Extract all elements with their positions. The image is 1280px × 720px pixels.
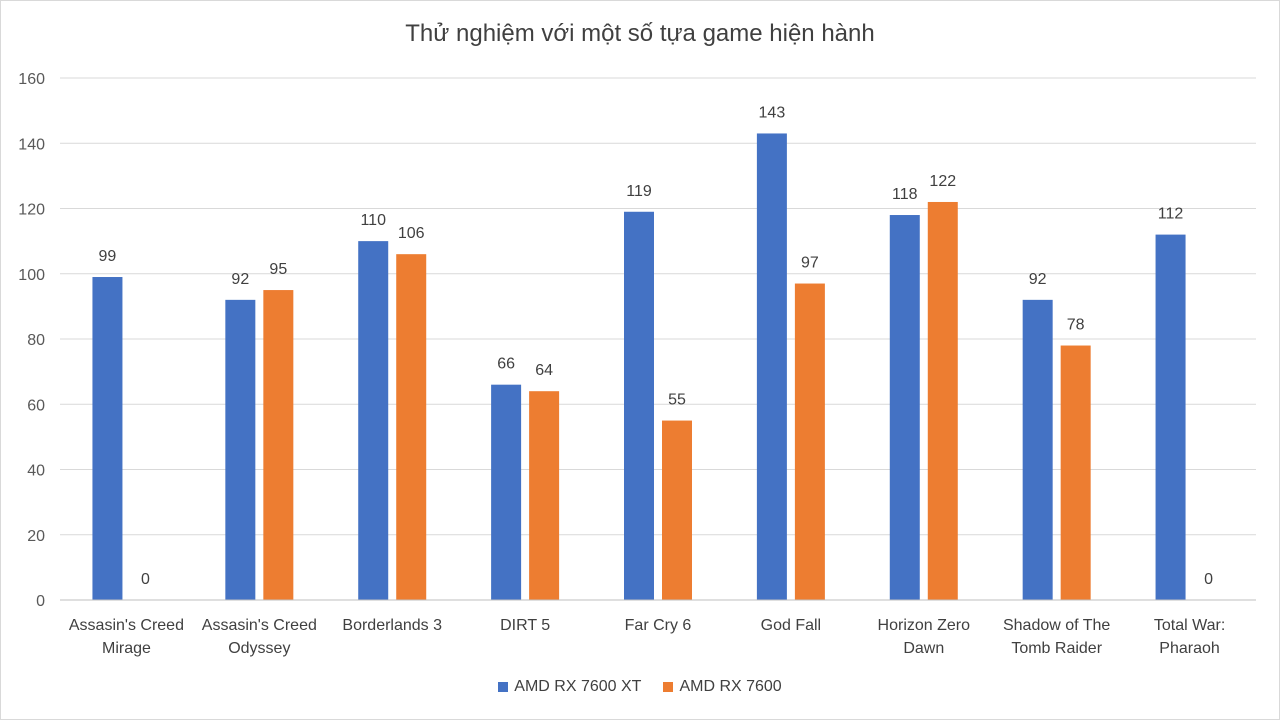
y-tick-label-60: 60: [27, 397, 45, 414]
data-label-s1-6: 118: [892, 186, 918, 203]
y-tick-label-120: 120: [18, 202, 45, 219]
y-tick-label-100: 100: [18, 267, 45, 284]
legend-swatch-series-1: [498, 682, 509, 692]
bar-s2-1: [263, 290, 294, 600]
legend-swatch-series-2: [663, 682, 674, 692]
legend: AMD RX 7600 XT AMD RX 7600: [0, 678, 1280, 696]
data-label-s2-0: 0: [141, 571, 150, 588]
bar-s1-3: [491, 384, 522, 600]
chart-title: Thử nghiệm với một số tựa game hiện hành: [405, 20, 875, 47]
x-tick-label-3: DIRT 5: [500, 617, 550, 634]
x-tick-label-5: God Fall: [761, 617, 821, 634]
bar-s2-2: [396, 254, 427, 601]
data-label-s2-3: 64: [535, 362, 553, 379]
bar-s2-3: [529, 391, 560, 600]
bar-s1-1: [225, 299, 256, 600]
legend-label-series-2: AMD RX 7600: [679, 678, 782, 695]
data-label-s1-1: 92: [231, 271, 249, 288]
bar-s1-6: [889, 215, 920, 600]
y-tick-label-80: 80: [27, 332, 45, 349]
data-label-s1-8: 112: [1158, 206, 1184, 223]
bar-s1-4: [624, 211, 654, 600]
y-tick-label-40: 40: [27, 463, 45, 480]
bar-s2-5: [794, 283, 825, 600]
bar-s2-7: [1060, 345, 1091, 600]
x-tick-label-6: Horizon Zero Dawn: [878, 617, 971, 657]
data-label-s2-5: 97: [801, 255, 819, 272]
data-label-s2-7: 78: [1067, 317, 1085, 334]
x-tick-label-2: Borderlands 3: [342, 617, 442, 634]
bar-s1-0: [92, 277, 123, 600]
x-tick-label-7: Shadow of The Tomb Raider: [1003, 617, 1110, 657]
legend-item-series-2: AMD RX 7600: [663, 678, 782, 696]
data-label-s1-2: 110: [360, 212, 386, 229]
legend-label-series-1: AMD RX 7600 XT: [514, 678, 642, 695]
data-label-s2-4: 55: [668, 392, 686, 409]
x-tick-label-0: Assasin's Creed Mirage: [69, 617, 184, 657]
data-label-s1-3: 66: [497, 356, 515, 373]
x-tick-label-4: Far Cry 6: [625, 617, 692, 634]
bar-s2-4: [662, 420, 692, 600]
y-tick-label-20: 20: [27, 528, 45, 545]
data-label-s1-7: 92: [1029, 271, 1047, 288]
data-label-s1-4: 119: [626, 183, 652, 200]
bar-s1-8: [1155, 234, 1186, 600]
bar-s1-2: [358, 241, 389, 600]
data-label-s2-1: 95: [269, 261, 287, 278]
y-tick-label-140: 140: [18, 136, 45, 153]
x-tick-label-1: Assasin's Creed Odyssey: [202, 617, 317, 657]
legend-item-series-1: AMD RX 7600 XT: [498, 678, 641, 696]
bar-s2-6: [927, 201, 958, 600]
x-tick-label-8: Total War: Pharaoh: [1154, 617, 1225, 657]
data-label-s2-2: 106: [398, 225, 425, 242]
y-tick-label-0: 0: [36, 593, 45, 610]
y-tick-label-160: 160: [18, 71, 45, 88]
bar-s1-7: [1022, 299, 1053, 600]
data-label-s1-5: 143: [759, 104, 786, 121]
data-label-s2-8: 0: [1204, 571, 1213, 588]
bar-s1-5: [756, 133, 787, 600]
data-label-s2-6: 122: [929, 173, 956, 190]
data-label-s1-0: 99: [99, 248, 117, 265]
